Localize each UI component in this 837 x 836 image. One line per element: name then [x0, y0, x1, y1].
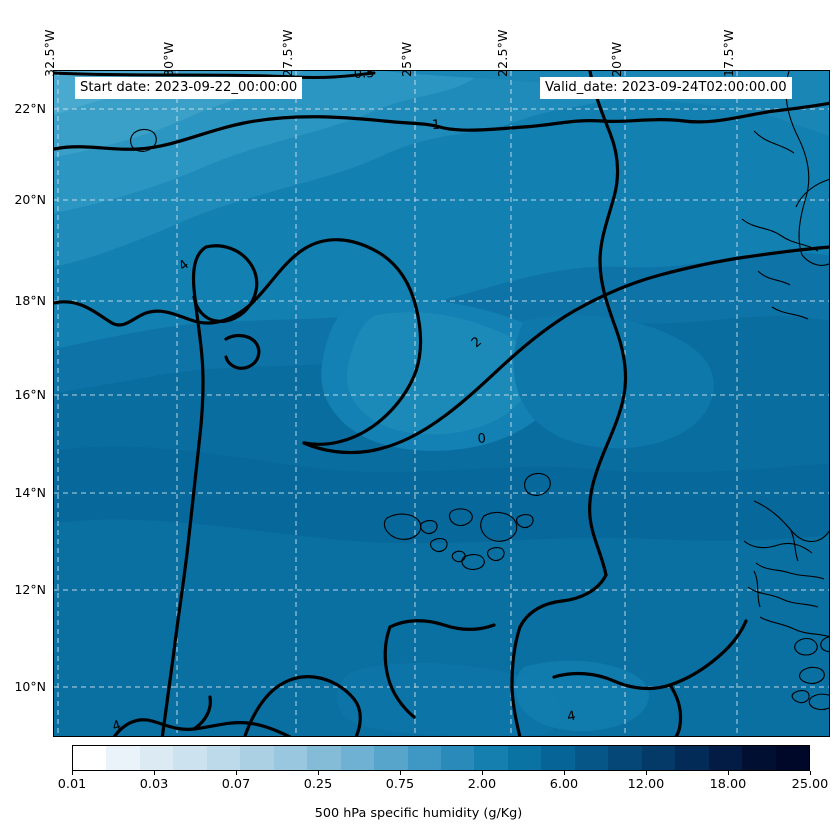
- lon-tick-32-5w: 32.5°W: [42, 29, 57, 77]
- colorbar-swatch-5: [240, 746, 274, 770]
- fill-patch-bottom-1: [336, 663, 562, 736]
- colorbar-swatch-11: [440, 746, 475, 770]
- lat-tick-12n: 12°N: [14, 582, 46, 597]
- lon-tick-17-5w: 17.5°W: [721, 29, 736, 77]
- colorbar-swatch-1: [106, 746, 140, 770]
- colorbar-swatch-13: [507, 746, 542, 770]
- lon-tick-25w: 25°W: [399, 41, 414, 77]
- colorbar-tick-9: [810, 771, 811, 775]
- colorbar-swatch-21: [775, 746, 809, 770]
- colorbar-tick-label-6: 6.00: [549, 777, 579, 792]
- colorbar-swatch-10: [407, 746, 441, 770]
- lon-tick-27-5w: 27.5°W: [280, 29, 295, 77]
- colorbar-swatch-9: [374, 746, 408, 770]
- colorbar-swatch-17: [641, 746, 676, 770]
- contour-1: [54, 101, 829, 151]
- lat-tick-16n: 16°N: [14, 387, 46, 402]
- lat-tick-14n: 14°N: [14, 485, 46, 500]
- contour-label-0p5: 0.5: [353, 71, 374, 82]
- contour-east-hook: [518, 573, 608, 629]
- colorbar-swatch-19: [708, 746, 743, 770]
- colorbar-swatch-4: [206, 746, 241, 770]
- colorbar-swatch-0: [73, 746, 107, 770]
- colorbar-tick-8: [727, 771, 729, 775]
- colorbar-gradient[interactable]: [72, 745, 810, 771]
- fill-patch-capeverde-2: [346, 312, 534, 435]
- colorbar-swatch-3: [173, 746, 207, 770]
- colorbar-tick-label-9: 25.00: [791, 777, 829, 792]
- contour-label-0: 0: [477, 431, 487, 447]
- contour-4-bottom-right-stub: [668, 683, 683, 736]
- colorbar-tick-label-8: 18.00: [709, 777, 747, 792]
- colorbar-swatch-14: [541, 746, 575, 770]
- colorbar-tick-label-4: 0.75: [385, 777, 415, 792]
- contour-lines: [54, 71, 829, 736]
- colorbar-swatch-18: [675, 746, 709, 770]
- colorbar-tick-label-7: 12.00: [627, 777, 665, 792]
- colorbar-tick-6: [563, 771, 565, 775]
- lon-tick-30w: 30°W: [161, 41, 176, 77]
- colorbar-swatch-7: [307, 746, 341, 770]
- colorbar-tick-label-1: 0.03: [139, 777, 169, 792]
- lat-tick-20n: 20°N: [14, 192, 46, 207]
- colorbar-swatch-6: [273, 746, 308, 770]
- lon-tick-22-5w: 22.5°W: [495, 29, 510, 77]
- colorbar-tick-label-5: 2.00: [467, 777, 497, 792]
- contour-4-loop-close: [192, 295, 218, 323]
- map-plot-area[interactable]: 0.5 1 4 2 0 4 4: [53, 70, 830, 737]
- colorbar-tick-0: [72, 771, 73, 775]
- colorbar-tick-4: [399, 771, 401, 775]
- colorbar-tick-3: [317, 771, 319, 775]
- colorbar-swatch-15: [574, 746, 609, 770]
- contour-4-west-stem: [160, 245, 208, 736]
- contour-label-1: 1: [432, 118, 441, 133]
- colorbar-tick-label-0: 0.01: [57, 777, 87, 792]
- contour-4-loop: [204, 244, 259, 323]
- lat-tick-22n: 22°N: [14, 101, 46, 116]
- colorbar-swatch-16: [608, 746, 642, 770]
- gridlines: [54, 71, 829, 736]
- contour-4-hook: [224, 333, 261, 370]
- contour-lower-3: [383, 625, 416, 719]
- map-contour-svg: 0.5 1 4 2 0 4 4: [54, 71, 829, 736]
- contour-lower-1: [510, 625, 522, 736]
- contour-east-main: [588, 71, 628, 577]
- contour-lower-2: [388, 619, 496, 632]
- colorbar-tick-2: [235, 771, 237, 775]
- start-date-annotation: Start date: 2023-09-22_00:00:00: [75, 77, 303, 99]
- colorbar-swatch-2: [139, 746, 174, 770]
- lon-tick-20w: 20°W: [609, 41, 624, 77]
- colorbar-wrapper[interactable]: 0.01 0.03 0.07 0.25 0.75 2.00 6.00 12.00 18.00 25…: [58, 745, 828, 792]
- contour-2-west: [54, 238, 423, 446]
- colorbar-tick-label-3: 0.25: [303, 777, 333, 792]
- colorbar-tick-7: [645, 771, 647, 775]
- contour-0p5: [54, 71, 376, 80]
- colorbar-tick-1: [153, 771, 155, 775]
- colorbar-swatch-20: [742, 746, 776, 770]
- fill-patch-bottom-2: [515, 660, 650, 732]
- lat-tick-10n: 10°N: [14, 679, 46, 694]
- valid-date-annotation: Valid_date: 2023-09-24T02:00:00.00: [540, 77, 792, 99]
- colorbar-swatch-12: [474, 746, 508, 770]
- fill-patch-east: [513, 315, 714, 449]
- lat-tick-18n: 18°N: [14, 293, 46, 308]
- contour-4-bottom-loop: [243, 675, 362, 736]
- contour-4-bottom-stub: [192, 695, 212, 731]
- colorbar-caption: 500 hPa specific humidity (g/Kg): [314, 806, 523, 821]
- colorbar-tick-label-2: 0.07: [221, 777, 251, 792]
- contour-2-east: [302, 245, 829, 455]
- colorbar-swatch-8: [340, 746, 375, 770]
- contour-label-4-br: 4: [566, 709, 577, 725]
- colorbar-tick-5: [481, 771, 483, 775]
